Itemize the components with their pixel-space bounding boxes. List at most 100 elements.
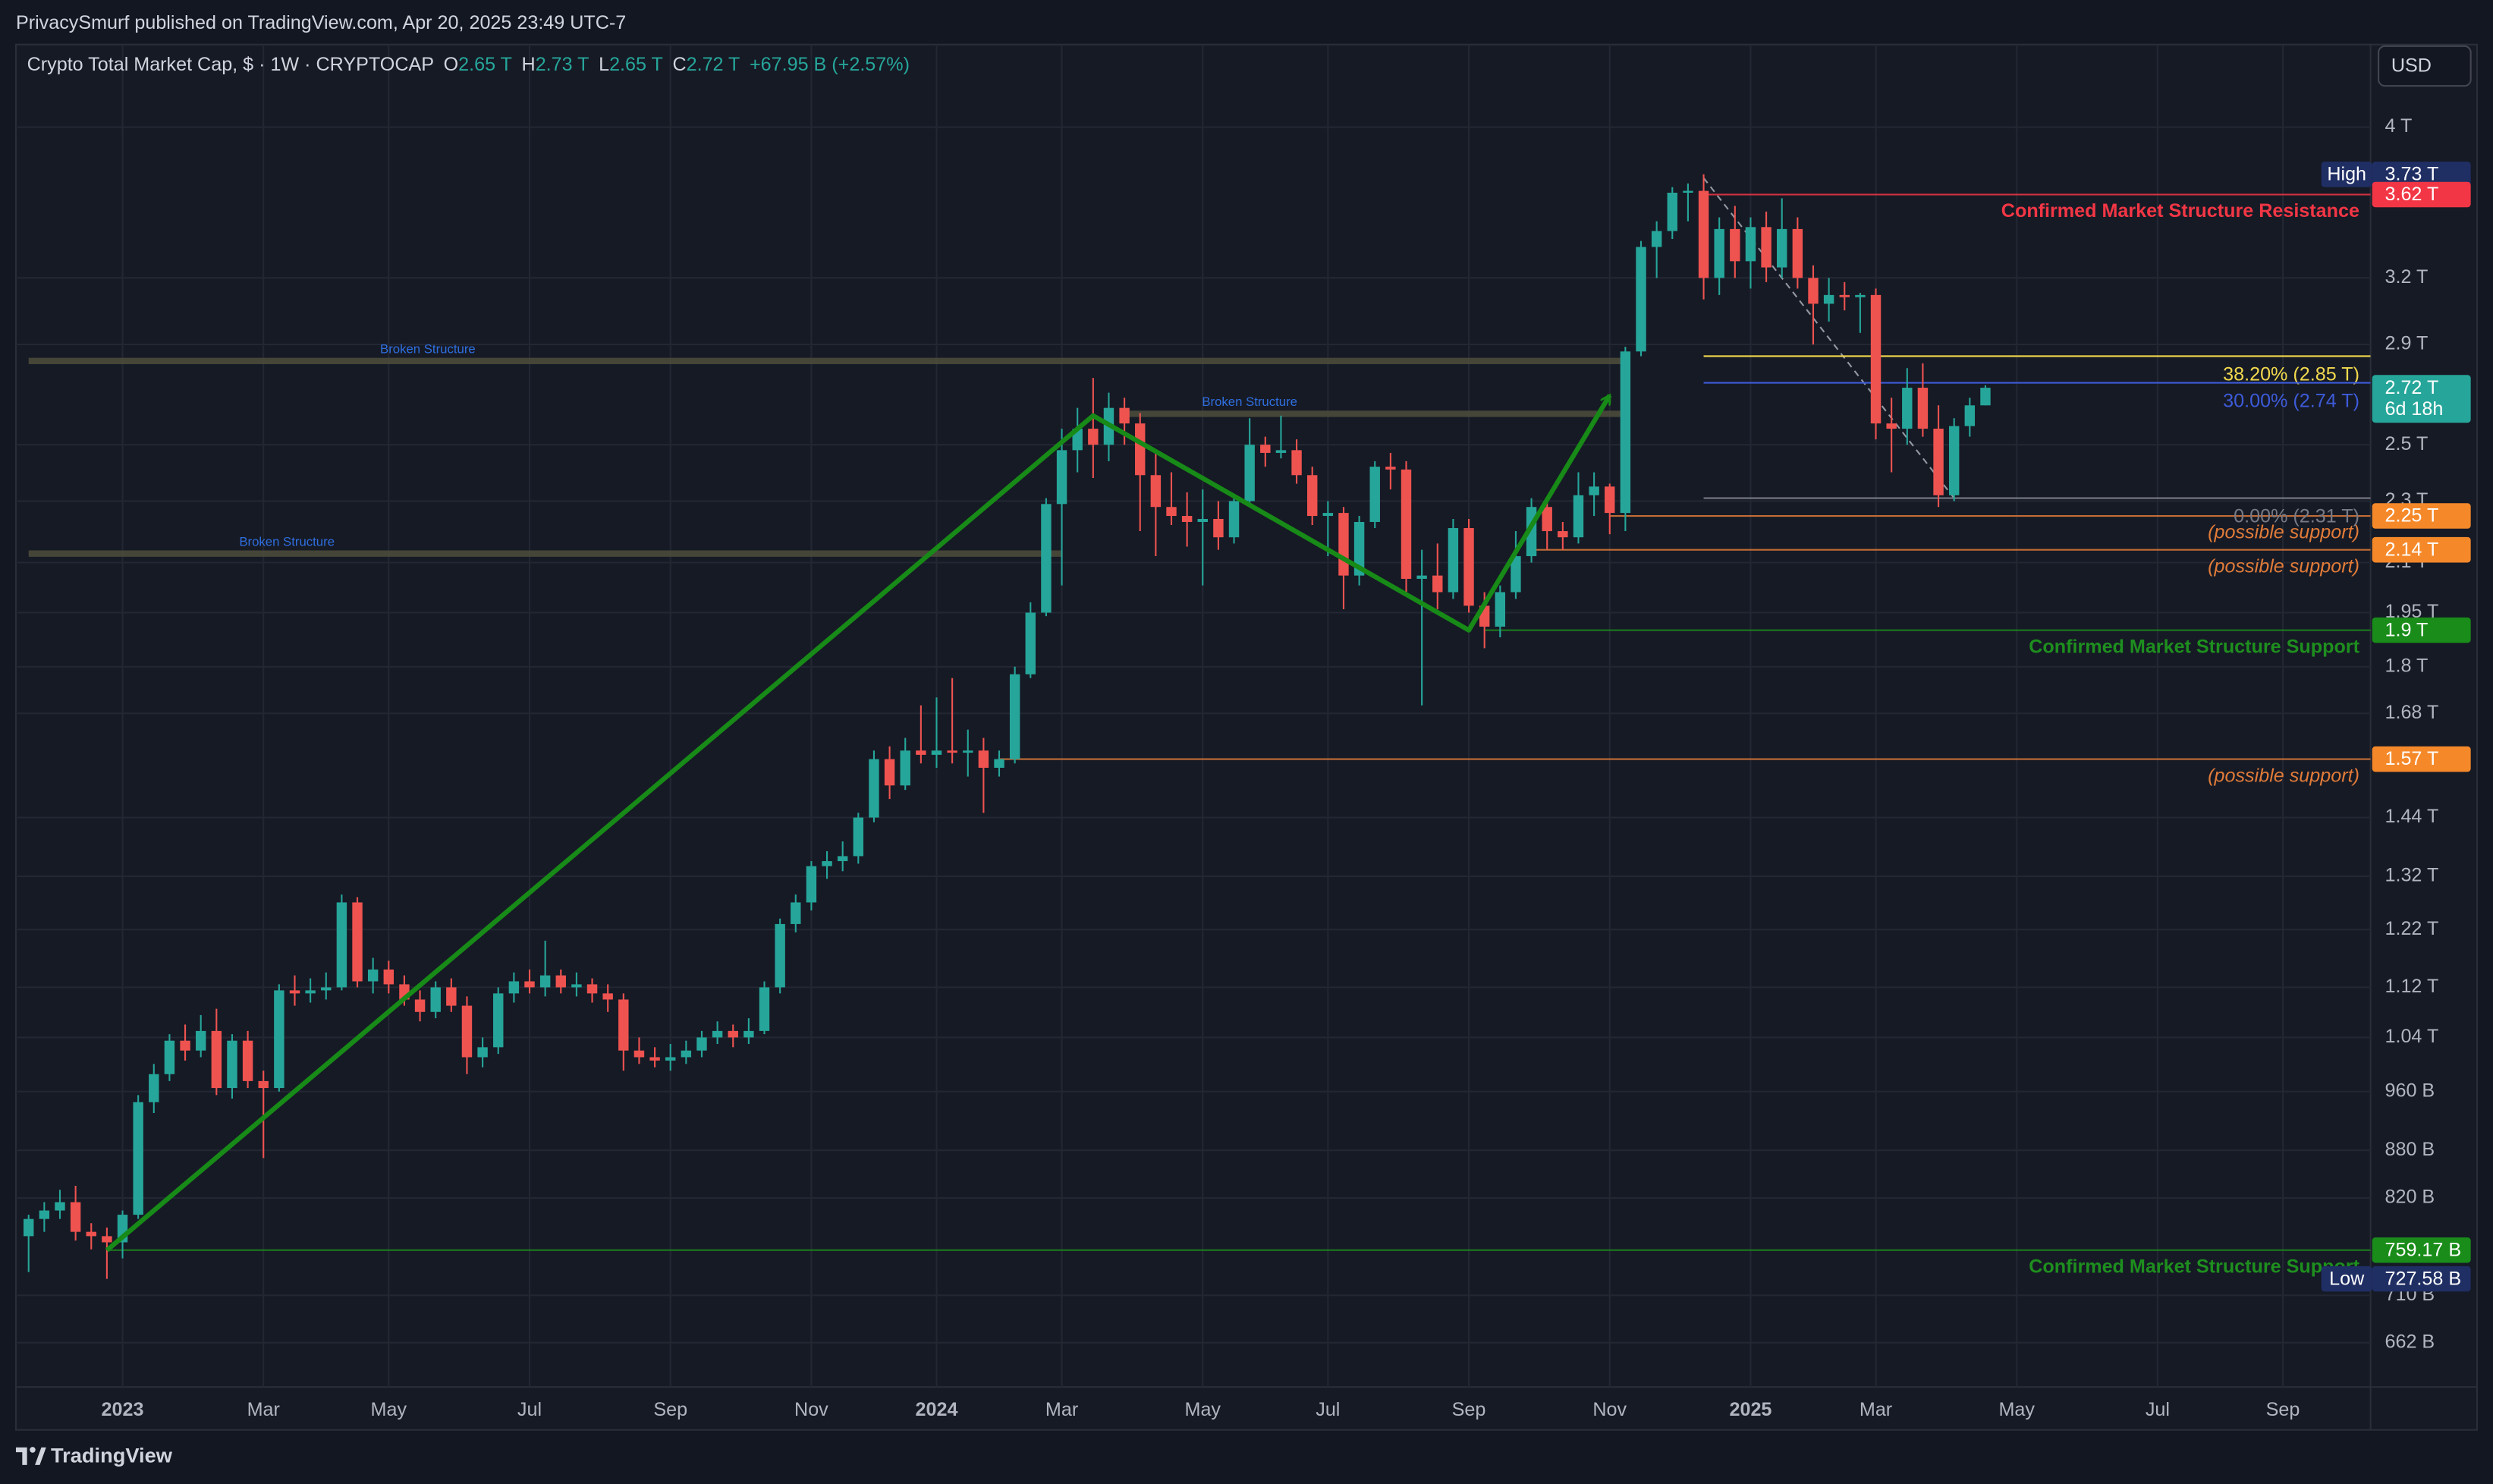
currency-button[interactable]: USD — [2378, 45, 2472, 87]
candle-body — [759, 987, 770, 1031]
candle-body — [55, 1202, 65, 1211]
price-tag — [2372, 536, 2471, 563]
candle-body — [336, 902, 347, 988]
x-tick-label: May — [1998, 1399, 2035, 1420]
candle-body — [414, 999, 426, 1012]
y-tick-label: 1.22 T — [2385, 918, 2438, 939]
candle-body — [227, 1040, 237, 1089]
candle-body — [1306, 475, 1318, 517]
fib-trend-line — [1702, 177, 1955, 499]
logo-mark — [35, 1447, 46, 1465]
candle-body — [728, 1030, 738, 1038]
candle-body — [180, 1040, 190, 1051]
candle-body — [1353, 521, 1365, 576]
candle-body — [524, 981, 535, 988]
legend-key: O — [444, 54, 459, 75]
candle-body — [1369, 467, 1380, 522]
axes: 4 T3.2 T2.9 T2.5 T2.3 T2.1 T1.95 T1.8 T1… — [102, 115, 2439, 1420]
candle-body — [947, 750, 957, 753]
candle-body — [1933, 429, 1944, 495]
candle-body — [1620, 351, 1631, 514]
legend-value: 2.73 T — [536, 54, 589, 75]
currency-button-box[interactable] — [2378, 45, 2472, 87]
candle-body — [1041, 504, 1052, 613]
price-tag — [2372, 375, 2471, 423]
candle-body — [1260, 445, 1271, 453]
candle-body — [1792, 228, 1803, 278]
candle-body — [1181, 516, 1193, 522]
candle-body — [853, 817, 864, 857]
price-tag-label: 1.57 T — [2385, 748, 2438, 769]
level-label: (possible support) — [2208, 765, 2359, 786]
plot: Broken Structure Broken Structure Broken S… — [24, 174, 2371, 1279]
candle-body — [1980, 388, 1991, 406]
y-tick-label: 4 T — [2385, 115, 2412, 137]
candle-body — [367, 969, 379, 982]
currency-button-label[interactable]: USD — [2391, 55, 2432, 77]
candle-body — [1886, 423, 1897, 429]
legend-key: H — [522, 54, 536, 75]
fib-level-label: 0.00% (2.31 T) — [2234, 505, 2359, 527]
candle-body — [791, 902, 801, 924]
price-tag-label: 1.9 T — [2385, 619, 2428, 640]
price-tag-label: 3.73 T — [2385, 163, 2438, 184]
candle-body — [1902, 388, 1913, 429]
fib-level-label: 30.00% (2.74 T) — [2223, 390, 2359, 411]
candle-body — [383, 969, 395, 985]
candle-body — [1088, 429, 1099, 445]
candle-body — [352, 902, 363, 982]
price-tag — [2372, 503, 2471, 529]
legend: Crypto Total Market Cap, $ · 1W · CRYPTO… — [27, 54, 910, 75]
candle-body — [1228, 501, 1240, 538]
candle-body — [24, 1218, 34, 1237]
candle-body — [461, 1005, 473, 1058]
x-tick-label: Sep — [653, 1399, 687, 1420]
candle-body — [916, 750, 926, 755]
candle-body — [712, 1030, 723, 1038]
x-tick-label: May — [371, 1399, 407, 1420]
candle-body — [681, 1050, 692, 1058]
x-tick-label: Mar — [247, 1399, 280, 1420]
candle-body — [1917, 388, 1929, 429]
candle-body — [1667, 193, 1677, 231]
candle-body — [1605, 486, 1615, 514]
price-tag-kind — [2321, 1265, 2372, 1292]
candle-body — [869, 759, 879, 818]
level-label: (possible support) — [2208, 555, 2359, 577]
y-tick-label: 662 B — [2385, 1331, 2435, 1352]
candle-body — [900, 750, 910, 786]
candle-body — [1511, 556, 1521, 593]
candle-body — [978, 750, 989, 768]
candle-body — [1385, 467, 1396, 470]
candle-body — [555, 975, 566, 988]
candle-body — [321, 987, 332, 991]
candle-body — [1213, 519, 1224, 538]
y-tick-label: 1.8 T — [2385, 655, 2428, 676]
y-tick-label: 1.32 T — [2385, 865, 2438, 886]
candle-body — [1730, 228, 1740, 262]
candle-body — [1056, 450, 1067, 505]
candle-body — [1870, 294, 1882, 424]
level-label: Confirmed Market Structure Support — [2029, 1256, 2359, 1277]
y-tick-label: 1.12 T — [2385, 976, 2438, 997]
price-tag-label: 759.17 B — [2385, 1239, 2461, 1260]
x-tick-label: Sep — [2266, 1399, 2300, 1420]
candle-body — [586, 984, 598, 994]
legend-value: 2.65 T — [609, 54, 663, 75]
candle-body — [649, 1057, 660, 1061]
candle-body — [102, 1236, 112, 1243]
y-tick-label: 1.04 T — [2385, 1026, 2438, 1047]
candle-body — [1150, 475, 1162, 508]
legend-change: +67.95 B (+2.57%) — [750, 54, 910, 75]
candle-body — [149, 1074, 159, 1102]
chart-panel — [14, 43, 2479, 1431]
candle-body — [39, 1210, 50, 1219]
x-tick-label: Jul — [1316, 1399, 1340, 1420]
candle-body — [86, 1231, 96, 1237]
price-tag — [2372, 746, 2471, 772]
logo-dot — [30, 1447, 36, 1453]
candle-body — [1589, 486, 1599, 495]
y-tick-label: 960 B — [2385, 1080, 2435, 1101]
